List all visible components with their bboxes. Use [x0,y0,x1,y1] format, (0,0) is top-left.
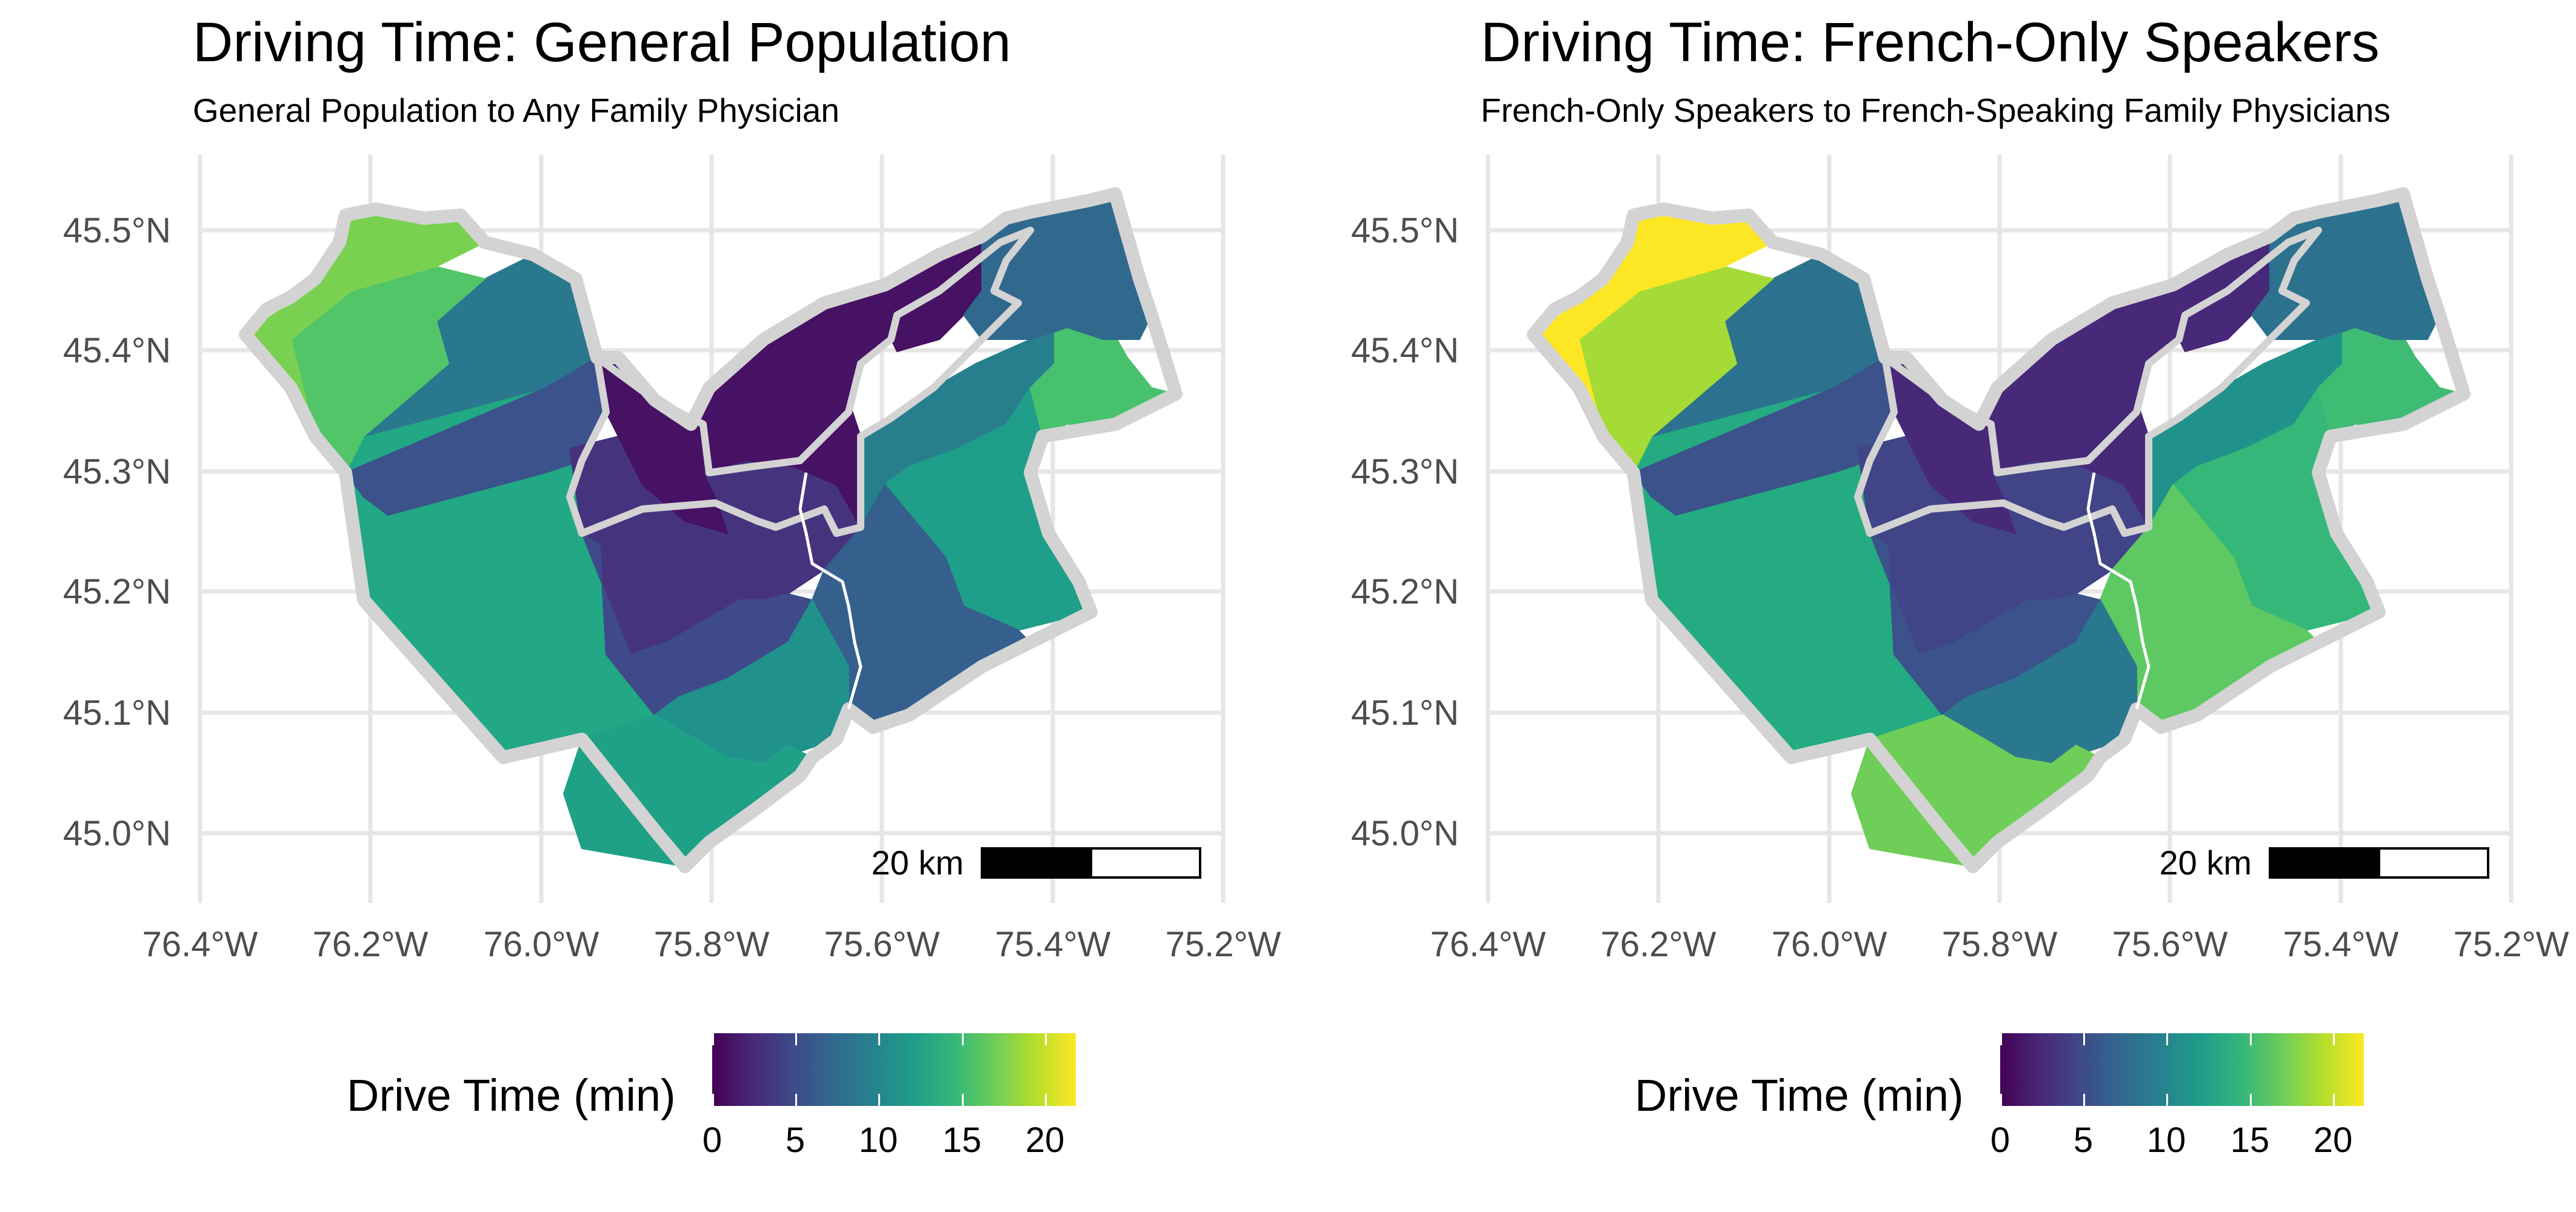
x-tick-label: 75.2°W [1166,925,1281,964]
colorbar-tick [795,1094,797,1106]
x-tick-label: 76.2°W [313,925,429,964]
x-tick-label: 76.0°W [1772,925,1887,964]
y-tick-label: 45.3°N [1351,452,1459,491]
x-tick-label: 76.0°W [484,925,599,964]
legend-title: Drive Time (min) [347,1070,676,1120]
x-axis-labels: 76.4°W 76.2°W 76.0°W 75.8°W 75.6°W 75.4°… [1430,925,2569,964]
colorbar-tick [878,1033,880,1045]
city-outline [239,187,1183,873]
y-tick-label: 45.2°N [63,572,171,611]
y-tick-label: 45.4°N [63,331,171,370]
x-tick-label: 75.4°W [2283,925,2399,964]
colorbar-label: 0 [702,1120,722,1160]
city-outline [1527,187,2471,873]
scale-bar-white [1090,847,1201,879]
colorbar-tick [2333,1033,2335,1045]
y-tick-label: 45.4°N [1351,331,1459,370]
x-tick-label: 76.2°W [1601,925,1717,964]
colorbar-tick [2083,1033,2085,1045]
map-plot: 45.5°N 45.4°N 45.3°N 45.2°N 45.1°N 45.0°… [63,155,1281,964]
map-panel-french: Driving Time: French-Only Speakers Frenc… [1288,0,2576,1212]
y-tick-label: 45.2°N [1351,572,1459,611]
y-axis-labels: 45.5°N 45.4°N 45.3°N 45.2°N 45.1°N 45.0°… [1351,211,1459,853]
urban-boundary [1854,227,2322,537]
x-axis-labels: 76.4°W 76.2°W 76.0°W 75.8°W 75.6°W 75.4°… [142,925,1281,964]
map-panel-general: Driving Time: General Population General… [63,12,1281,1160]
urban-boundary [566,227,1034,537]
y-tick-label: 45.1°N [63,693,171,733]
regions-layer [247,193,1178,868]
colorbar-tick [2166,1033,2168,1045]
colorbar-tick [2250,1094,2252,1106]
x-tick-label: 75.6°W [824,925,940,964]
colorbar-tick [712,1033,714,1045]
colorbar-tick [2333,1094,2335,1106]
colorbar-label: 10 [858,1120,898,1160]
colorbar-tick [2166,1094,2168,1106]
regions-layer [1535,193,2466,868]
scale-bar-black [981,847,1092,879]
colorbar-tick [962,1033,964,1045]
y-tick-label: 45.5°N [1351,211,1459,250]
x-tick-label: 75.6°W [2112,925,2228,964]
colorbar-label: 20 [2313,1120,2353,1160]
colorbar-tick [712,1094,714,1106]
river [2086,472,2151,710]
map-plot: 45.5°N 45.4°N 45.3°N 45.2°N 45.1°N 45.0°… [1351,155,2569,964]
river [798,472,863,710]
x-tick-label: 75.2°W [2454,925,2569,964]
colorbar-label: 5 [785,1120,806,1160]
colorbar-tick [878,1094,880,1106]
panel-title: Driving Time: General Population [193,12,1011,73]
colorbar-label: 0 [1990,1120,2010,1160]
colorbar [2000,1033,2364,1106]
colorbar-tick [795,1033,797,1045]
scale-bar-label: 20 km [872,844,964,882]
x-tick-label: 75.8°W [1942,925,2058,964]
colorbar-tick [1045,1033,1047,1045]
colorbar-label: 20 [1025,1120,1065,1160]
colorbar-tick [2250,1033,2252,1045]
panel-subtitle: French-Only Speakers to French-Speaking … [1481,92,2391,129]
y-tick-label: 45.1°N [1351,693,1459,733]
scale-bar-label: 20 km [2160,844,2252,882]
x-tick-label: 76.4°W [1430,925,1546,964]
scale-bar-black [2269,847,2380,879]
x-tick-label: 76.4°W [142,925,258,964]
y-axis-labels: 45.5°N 45.4°N 45.3°N 45.2°N 45.1°N 45.0°… [63,211,171,853]
y-tick-label: 45.3°N [63,452,171,491]
x-tick-label: 75.8°W [654,925,770,964]
y-tick-label: 45.5°N [63,211,171,250]
legend-title: Drive Time (min) [1635,1070,1964,1120]
colorbar-tick [2000,1094,2002,1106]
colorbar-label: 10 [2146,1120,2186,1160]
y-tick-label: 45.0°N [1351,814,1459,853]
scale-bar: 20 km [2160,844,2489,882]
scale-bar: 20 km [872,844,1201,882]
panel-title: Driving Time: French-Only Speakers [1481,12,2380,73]
colorbar-label: 5 [2073,1120,2094,1160]
colorbar [712,1033,1076,1106]
y-tick-label: 45.0°N [63,814,171,853]
colorbar-tick [1045,1094,1047,1106]
colorbar-label: 15 [2230,1120,2270,1160]
colorbar-label: 15 [942,1120,982,1160]
colorbar-tick [962,1094,964,1106]
scale-bar-white [2378,847,2489,879]
colorbar-tick [2083,1094,2085,1106]
colorbar-tick [2000,1033,2002,1045]
panel-subtitle: General Population to Any Family Physici… [193,92,839,129]
x-tick-label: 75.4°W [995,925,1111,964]
